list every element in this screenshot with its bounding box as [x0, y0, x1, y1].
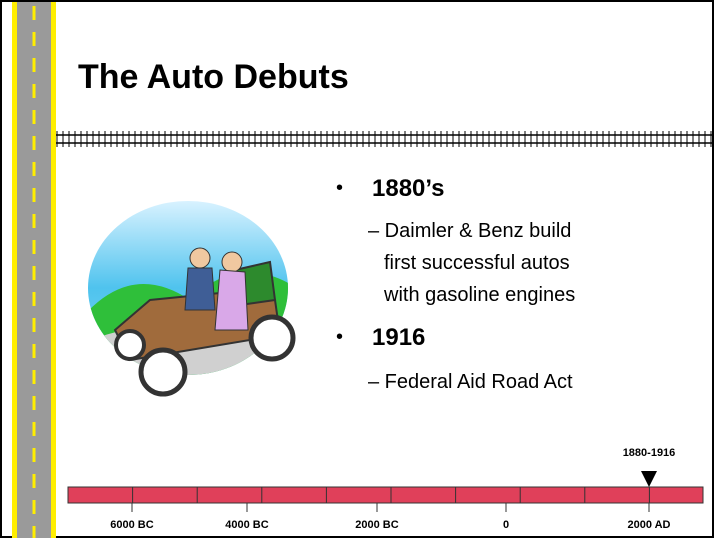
timeline-label: 6000 BC	[110, 519, 153, 531]
slide: The Auto Debuts • 1880’s – Daimler & Ben…	[0, 0, 714, 538]
bullet-sub: first successful autos	[384, 252, 570, 274]
timeline-label: 4000 BC	[225, 519, 268, 531]
marker-label: 1880-1916	[623, 447, 676, 459]
timeline-label: 2000 AD	[627, 519, 670, 531]
road	[12, 2, 56, 538]
timeline-label: 2000 BC	[355, 519, 398, 531]
timeline-label: 0	[503, 519, 509, 531]
bullet-sub: – Federal Aid Road Act	[368, 371, 573, 393]
bullet-sub: – Daimler & Benz build	[368, 220, 571, 242]
bullet-heading: 1880’s	[372, 175, 445, 202]
bullet-dot: •	[336, 177, 343, 199]
bullet-heading: 1916	[372, 324, 425, 351]
bullet-sub: with gasoline engines	[383, 284, 575, 306]
rail-divider	[56, 131, 714, 147]
slide-title: The Auto Debuts	[78, 58, 349, 96]
bullet-dot: •	[336, 326, 343, 348]
